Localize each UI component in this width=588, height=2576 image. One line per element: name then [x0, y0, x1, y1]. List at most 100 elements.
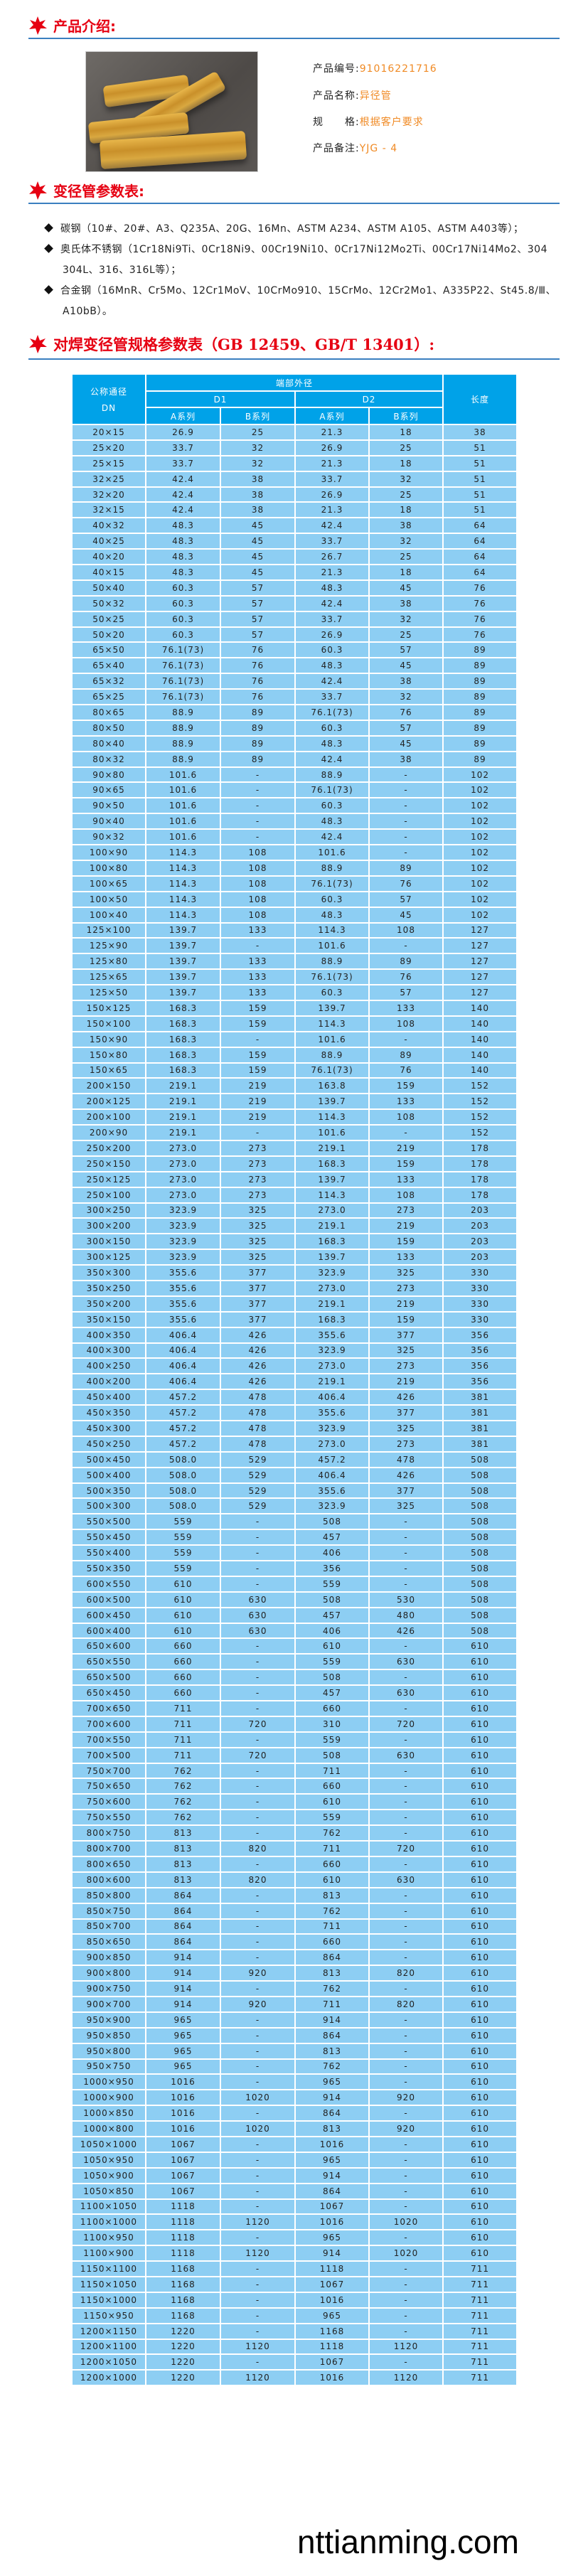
- d1-b-cell: 89: [220, 750, 296, 768]
- d1-b-cell: 478: [220, 1404, 296, 1421]
- length-cell: 330: [442, 1264, 518, 1281]
- d1-a-cell: 1220: [145, 2322, 221, 2340]
- d1-b-cell: 57: [220, 594, 296, 612]
- length-cell: 51: [442, 439, 518, 456]
- d1-b-cell: 630: [220, 1622, 296, 1640]
- d1-b-cell: 108: [220, 859, 296, 877]
- length-cell: 610: [442, 1995, 518, 2013]
- d1-b-cell: 1120: [220, 2213, 296, 2231]
- dn-cell: 250×200: [71, 1139, 146, 1157]
- length-cell: 89: [442, 704, 518, 721]
- dn-cell: 150×80: [71, 1046, 146, 1064]
- reducer-spec-table: 公称通径 DN 端部外径 长度 D1 D2 A系列 B系列 A系列 B系列 20×…: [71, 375, 518, 2387]
- dn-cell: 650×450: [71, 1684, 146, 1702]
- d1-b-cell: -: [220, 1855, 296, 1873]
- table-row: 600×500 610 630 508 530 508: [71, 1591, 518, 1608]
- dn-cell: 200×125: [71, 1093, 146, 1111]
- d1-a-cell: 323.9: [145, 1217, 221, 1235]
- d1-a-cell: 139.7: [145, 921, 221, 939]
- d2-b-cell: -: [368, 2011, 444, 2029]
- d2-b-cell: -: [368, 2042, 444, 2060]
- d1-b-cell: -: [220, 1980, 296, 1997]
- product-code-row: 产品编号:91016221716: [313, 61, 437, 75]
- dn-label: 公称通径: [90, 387, 127, 397]
- table-row: 80×65 88.9 89 76.1(73) 76 89: [71, 704, 518, 721]
- d1-b-cell: 76: [220, 688, 296, 706]
- table-row: 1200×1050 1220-1067-711: [71, 2353, 518, 2371]
- d2-a-cell: 864: [294, 1949, 370, 1967]
- dn-cell: 400×300: [71, 1342, 146, 1359]
- d1-b-cell: 219: [220, 1077, 296, 1095]
- table-row: 150×65 168.3 159 76.1(73) 76 140: [71, 1062, 518, 1079]
- table-row: 450×300 457.2 478 323.9 325 381: [71, 1420, 518, 1437]
- section-title-product-intro: 产品介绍:: [28, 15, 116, 36]
- table-row: 40×32 48.3 45 42.4 38 64: [71, 517, 518, 535]
- d2-b-cell: 219: [368, 1373, 444, 1391]
- section-title-text: 变径管参数表:: [53, 183, 144, 200]
- d2-a-cell: 33.7: [294, 533, 370, 550]
- dn-cell: 50×32: [71, 594, 146, 612]
- d2-a-cell: 660: [294, 1778, 370, 1795]
- table-row: 550×500 559-508-508: [71, 1513, 518, 1531]
- dn-cell: 550×450: [71, 1529, 146, 1546]
- d2-a-cell: 42.4: [294, 594, 370, 612]
- d2-b-cell: 325: [368, 1420, 444, 1437]
- length-cell: 102: [442, 766, 518, 784]
- length-cell: 89: [442, 750, 518, 768]
- d1-a-cell: 76.1(73): [145, 673, 221, 690]
- dn-cell: 65×32: [71, 673, 146, 690]
- d2-a-cell: 610: [294, 1637, 370, 1655]
- d2-b-cell: -: [368, 1778, 444, 1795]
- length-cell: 610: [442, 2120, 518, 2137]
- length-cell: 140: [442, 1030, 518, 1048]
- d2-a-cell: 139.7: [294, 1170, 370, 1188]
- dn-cell: 900×750: [71, 1980, 146, 1997]
- d1-b-cell: 1020: [220, 2120, 296, 2137]
- length-cell: 102: [442, 797, 518, 815]
- table-row: 650×550 660-559 630 610: [71, 1653, 518, 1671]
- length-cell: 178: [442, 1139, 518, 1157]
- d2-a-cell: 508: [294, 1746, 370, 1764]
- dn-cell: 32×15: [71, 501, 146, 519]
- d1-b-cell: -: [220, 781, 296, 799]
- dn-cell: 150×125: [71, 999, 146, 1017]
- d2-b-cell: 38: [368, 517, 444, 535]
- d2-b-cell: -: [368, 2198, 444, 2216]
- d2-a-cell: 1016: [294, 2291, 370, 2309]
- d2-b-cell: -: [368, 2291, 444, 2309]
- table-row: 650×450 660-457 630 610: [71, 1684, 518, 1702]
- d1-a-cell: 762: [145, 1762, 221, 1780]
- table-row: 800×750 813-762-610: [71, 1824, 518, 1842]
- table-row: 40×25 48.3 45 33.7 32 64: [71, 533, 518, 550]
- dn-cell: 32×20: [71, 486, 146, 503]
- table-row: 900×850 914-864-610: [71, 1949, 518, 1967]
- d2-a-cell: 914: [294, 2245, 370, 2262]
- table-row: 500×450 508.0 529 457.2 478 508: [71, 1450, 518, 1468]
- d1-a-cell: 114.3: [145, 859, 221, 877]
- d2-b-cell: 25: [368, 486, 444, 503]
- d1-a-cell: 88.9: [145, 734, 221, 752]
- d1-a-cell: 88.9: [145, 704, 221, 721]
- d1-b-cell: 25: [220, 424, 296, 441]
- table-row: 150×125 168.3 159 139.7 133 140: [71, 999, 518, 1017]
- length-cell: 381: [442, 1389, 518, 1406]
- table-row: 700×600 711 720 310 720 610: [71, 1715, 518, 1733]
- dn-cell: 125×90: [71, 937, 146, 955]
- dn-cell: 550×500: [71, 1513, 146, 1531]
- d1-a-cell: 273.0: [145, 1170, 221, 1188]
- d1-a-cell: 1220: [145, 2353, 221, 2371]
- d2-a-cell: 273.0: [294, 1357, 370, 1375]
- d1-a-cell: 273.0: [145, 1155, 221, 1172]
- d1-b-cell: 377: [220, 1279, 296, 1297]
- d2-a-cell: 864: [294, 2105, 370, 2122]
- d1-a-cell: 114.3: [145, 906, 221, 924]
- d1-a-cell: 101.6: [145, 766, 221, 784]
- length-cell: 64: [442, 517, 518, 535]
- dn-cell: 125×65: [71, 968, 146, 986]
- diamond-bullet-icon: [44, 223, 53, 233]
- d1-b-cell: 377: [220, 1264, 296, 1281]
- d1-a-cell: 323.9: [145, 1249, 221, 1266]
- length-cell: 711: [442, 2275, 518, 2293]
- length-cell: 51: [442, 470, 518, 488]
- d2-b-cell: 426: [368, 1466, 444, 1484]
